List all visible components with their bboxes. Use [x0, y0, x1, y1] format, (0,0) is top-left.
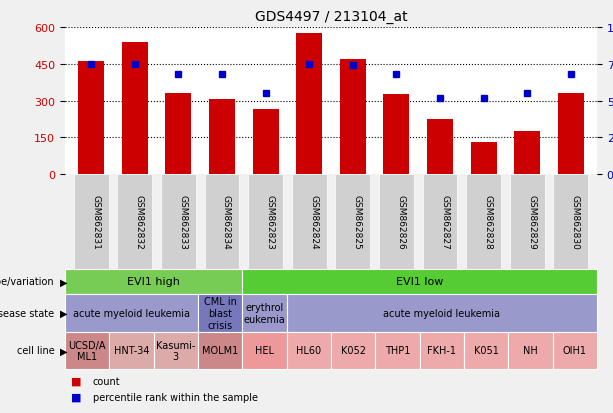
- Bar: [248, 175, 283, 269]
- Text: GSM862832: GSM862832: [135, 195, 144, 249]
- Text: HL60: HL60: [296, 346, 321, 356]
- Text: NH: NH: [523, 346, 538, 356]
- Bar: [558, 94, 584, 175]
- Bar: [209, 100, 235, 175]
- Text: HEL: HEL: [255, 346, 274, 356]
- Bar: [122, 43, 148, 175]
- Text: acute myeloid leukemia: acute myeloid leukemia: [383, 308, 500, 318]
- Bar: [471, 143, 497, 175]
- Bar: [253, 110, 279, 175]
- Text: HNT-34: HNT-34: [114, 346, 149, 356]
- Bar: [422, 175, 457, 269]
- Text: K052: K052: [341, 346, 366, 356]
- Text: ▶: ▶: [60, 277, 67, 287]
- Text: EVI1 high: EVI1 high: [128, 277, 180, 287]
- Bar: [117, 175, 152, 269]
- Text: Kasumi-
3: Kasumi- 3: [156, 340, 196, 361]
- Text: acute myeloid leukemia: acute myeloid leukemia: [73, 308, 190, 318]
- Bar: [205, 175, 240, 269]
- Text: MOLM1: MOLM1: [202, 346, 238, 356]
- Text: K051: K051: [474, 346, 498, 356]
- Bar: [466, 175, 501, 269]
- Text: EVI1 low: EVI1 low: [396, 277, 443, 287]
- Bar: [166, 94, 191, 175]
- Text: genotype/variation: genotype/variation: [0, 277, 55, 287]
- Text: UCSD/A
ML1: UCSD/A ML1: [69, 340, 106, 361]
- Text: count: count: [93, 376, 120, 386]
- Text: cell line: cell line: [17, 346, 55, 356]
- Text: GSM862833: GSM862833: [178, 195, 188, 249]
- Bar: [78, 62, 104, 175]
- Text: GSM862825: GSM862825: [353, 195, 362, 249]
- Text: ■: ■: [71, 376, 82, 386]
- Text: GSM862827: GSM862827: [440, 195, 449, 249]
- Bar: [383, 95, 409, 175]
- Text: GSM862826: GSM862826: [397, 195, 405, 249]
- Bar: [510, 175, 545, 269]
- Text: ■: ■: [71, 392, 82, 402]
- Bar: [161, 175, 196, 269]
- Text: GSM862829: GSM862829: [527, 195, 536, 249]
- Bar: [335, 175, 370, 269]
- Bar: [340, 60, 366, 175]
- Bar: [514, 132, 540, 175]
- Bar: [427, 120, 453, 175]
- Bar: [296, 34, 322, 175]
- Text: percentile rank within the sample: percentile rank within the sample: [93, 392, 257, 402]
- Text: CML in
blast
crisis: CML in blast crisis: [204, 297, 237, 330]
- Text: OIH1: OIH1: [563, 346, 587, 356]
- Text: ▶: ▶: [60, 308, 67, 318]
- Text: GSM862823: GSM862823: [265, 195, 275, 249]
- Text: GSM862824: GSM862824: [309, 195, 318, 249]
- Text: erythrol
eukemia: erythrol eukemia: [243, 302, 286, 324]
- Text: disease state: disease state: [0, 308, 55, 318]
- Text: ▶: ▶: [60, 346, 67, 356]
- Text: GSM862834: GSM862834: [222, 195, 231, 249]
- Bar: [554, 175, 588, 269]
- Text: FKH-1: FKH-1: [427, 346, 456, 356]
- Bar: [292, 175, 327, 269]
- Text: GSM862828: GSM862828: [484, 195, 493, 249]
- Bar: [74, 175, 109, 269]
- Text: GSM862830: GSM862830: [571, 195, 580, 249]
- Bar: [379, 175, 414, 269]
- Title: GDS4497 / 213104_at: GDS4497 / 213104_at: [254, 10, 407, 24]
- Text: THP1: THP1: [385, 346, 410, 356]
- Text: GSM862831: GSM862831: [91, 195, 100, 249]
